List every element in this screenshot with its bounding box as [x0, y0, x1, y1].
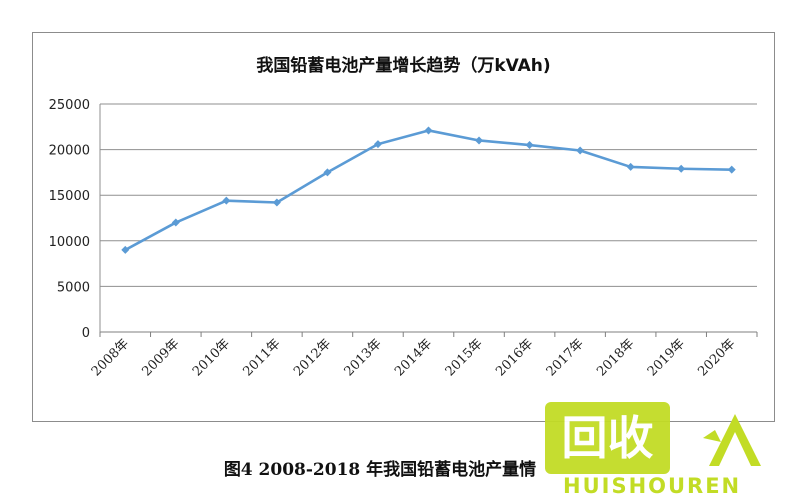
x-tick-label: 2017年	[544, 336, 587, 379]
x-tick-label: 2020年	[695, 336, 738, 379]
data-point	[576, 146, 585, 155]
x-tick-label: 2008年	[89, 336, 132, 379]
x-tick-label: 2018年	[594, 336, 637, 379]
figure-caption: 图4 2008-2018 年我国铅蓄电池产量情	[223, 460, 537, 480]
x-tick-label: 2011年	[241, 336, 284, 379]
data-point	[677, 164, 686, 173]
x-tick-label: 2015年	[443, 336, 486, 379]
data-point	[272, 198, 281, 207]
data-point	[626, 162, 635, 171]
x-tick-label: 2013年	[342, 336, 385, 379]
x-tick-label: 2009年	[139, 336, 182, 379]
data-point	[121, 245, 130, 254]
data-point	[222, 196, 231, 205]
watermark-badge: 回收	[545, 402, 670, 474]
y-tick-label: 0	[82, 326, 90, 341]
x-tick-label: 2010年	[190, 336, 233, 379]
data-point	[171, 218, 180, 227]
chart-frame	[32, 32, 775, 422]
data-point	[323, 168, 332, 177]
chart-title: 我国铅蓄电池产量增长趋势（万kVAh)	[256, 56, 551, 76]
data-point	[475, 136, 484, 145]
x-tick-label: 2014年	[392, 336, 435, 379]
x-tick-label: 2016年	[493, 336, 536, 379]
watermark-text: HUISHOUREN	[563, 474, 742, 498]
data-point	[424, 126, 433, 135]
x-tick-label: 2012年	[291, 336, 334, 379]
watermark: 回收 HUISHOUREN	[545, 402, 785, 498]
data-point	[727, 165, 736, 174]
data-point	[373, 140, 382, 149]
y-tick-label: 15000	[49, 189, 90, 204]
recycle-logo-icon	[703, 414, 761, 466]
y-tick-label: 25000	[49, 98, 90, 113]
data-point	[525, 141, 534, 150]
y-tick-label: 20000	[49, 144, 90, 159]
series-line	[124, 129, 732, 252]
y-tick-label: 5000	[57, 280, 90, 295]
x-tick-label: 2019年	[645, 336, 688, 379]
y-tick-label: 10000	[49, 235, 90, 250]
